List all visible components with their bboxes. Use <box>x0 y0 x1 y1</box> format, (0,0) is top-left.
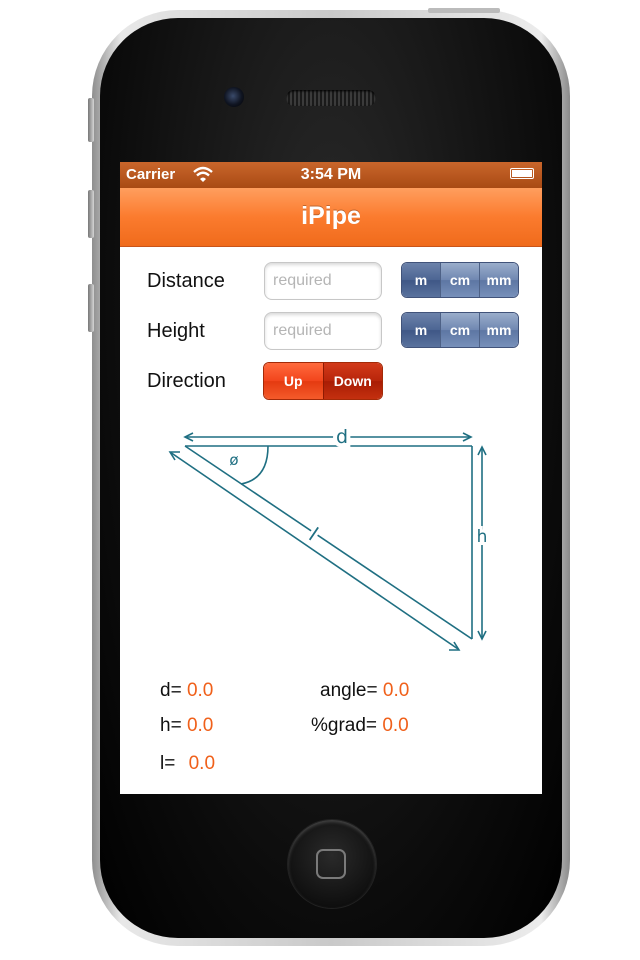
result-grade: %grad= 0.0 <box>311 715 409 737</box>
result-length-label: l= <box>160 753 176 774</box>
height-unit-mm[interactable]: mm <box>479 313 518 347</box>
diagram-d-label: d <box>336 426 348 448</box>
home-button[interactable] <box>288 820 376 908</box>
distance-unit-cm[interactable]: cm <box>440 263 479 297</box>
diagram-h-label: h <box>477 527 488 547</box>
result-angle-label: angle= <box>320 680 378 701</box>
status-time: 3:54 PM <box>300 166 362 183</box>
sleep-button <box>428 8 500 13</box>
direction-label: Direction <box>147 370 226 392</box>
result-distance-value: 0.0 <box>186 680 214 701</box>
result-height-label: h= <box>160 715 182 736</box>
pipe-diagram: d h l ø <box>168 424 490 651</box>
earpiece-speaker <box>286 90 376 106</box>
distance-input[interactable] <box>264 262 382 300</box>
result-height: h= 0.0 <box>160 715 213 737</box>
height-unit-m[interactable]: m <box>402 313 440 347</box>
result-distance-label: d= <box>160 680 182 701</box>
result-length: l= 0.0 <box>160 753 215 775</box>
navigation-bar: iPipe <box>120 188 542 247</box>
direction-selector: Up Down <box>263 362 383 400</box>
distance-label: Distance <box>147 270 225 292</box>
front-camera <box>224 87 244 107</box>
diagram-angle-label: ø <box>229 451 238 469</box>
result-length-value: 0.0 <box>188 753 216 774</box>
page-title: iPipe <box>301 202 361 230</box>
direction-up-button[interactable]: Up <box>264 363 323 399</box>
distance-unit-m[interactable]: m <box>402 263 440 297</box>
result-height-value: 0.0 <box>186 715 214 736</box>
result-distance: d= 0.0 <box>160 680 213 702</box>
wifi-icon <box>193 166 213 182</box>
result-angle-value: 0.0 <box>382 680 410 701</box>
height-label: Height <box>147 320 205 342</box>
result-angle: angle= 0.0 <box>320 680 409 702</box>
distance-unit-mm[interactable]: mm <box>479 263 518 297</box>
result-grade-label: %grad= <box>311 715 378 736</box>
volume-down-button <box>88 284 94 332</box>
height-input[interactable] <box>264 312 382 350</box>
result-grade-value: 0.0 <box>382 715 409 736</box>
direction-down-button[interactable]: Down <box>322 363 382 399</box>
distance-unit-selector: m cm mm <box>401 262 519 298</box>
volume-up-button <box>88 190 94 238</box>
height-unit-selector: m cm mm <box>401 312 519 348</box>
diagram-l-label: l <box>305 523 323 546</box>
height-unit-cm[interactable]: cm <box>440 313 479 347</box>
home-button-icon <box>316 849 346 879</box>
status-bar: Carrier 3:54 PM <box>120 162 542 188</box>
app-screen: Carrier 3:54 PM iPipe Distance m cm mm H… <box>120 162 542 794</box>
battery-icon <box>510 168 534 179</box>
mute-switch <box>88 98 94 142</box>
carrier-label: Carrier <box>126 166 176 183</box>
